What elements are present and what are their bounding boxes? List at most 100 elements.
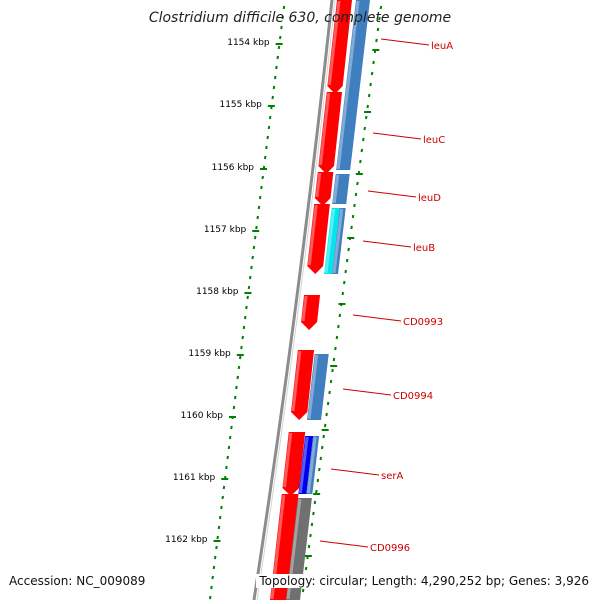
tick-dot-left [258, 195, 262, 200]
tick-dot-right [329, 379, 333, 384]
tick-dot-left [236, 375, 239, 380]
tick-dot-left [248, 275, 252, 280]
gene-leader-line [380, 38, 430, 46]
cds-features-group [270, 0, 370, 600]
tick-dot-left [235, 385, 238, 390]
cyan-cds-highlight [324, 208, 336, 274]
gene-leader-line [372, 132, 422, 140]
tick-dot-left [215, 545, 218, 550]
tick-dot-right [322, 434, 325, 439]
tick-dot-left [253, 235, 257, 240]
tick-dot-right [319, 456, 323, 461]
tick-dot-left [220, 505, 223, 510]
forward-cds-highlight [318, 92, 331, 166]
tick-dot-right [307, 544, 311, 549]
tick-dot-left [280, 25, 283, 30]
tick-dot-left [241, 335, 244, 340]
tick-dot-right [341, 291, 345, 296]
dark-blue-cds-highlight [298, 436, 309, 494]
kbp-tick-label: 1154 kbp [227, 38, 270, 48]
tick-dot-right [320, 445, 324, 450]
tick-dot-right [372, 60, 375, 65]
forward-cds-highlight [291, 350, 302, 412]
forward-cds [307, 204, 330, 274]
tick-dot-left [261, 175, 264, 180]
backbone-group [252, 0, 336, 601]
tick-dot-right [347, 247, 350, 252]
kbp-tick-label: 1155 kbp [219, 100, 262, 110]
reverse-cds-highlight [332, 174, 340, 204]
tick-dot-left [237, 365, 241, 370]
tick-dot-left [275, 65, 278, 70]
reverse-cds-highlight [306, 436, 317, 494]
tick-dot-right [350, 225, 353, 230]
kbp-tick-label: 1160 kbp [181, 411, 224, 421]
reverse-cds [306, 436, 320, 494]
tick-dot-left [273, 75, 277, 80]
tick-dot-right [364, 115, 368, 120]
tick-dot-right [363, 126, 367, 131]
kbp-ticks-group: 1154 kbp 1155 kbp 1156 kbp 1157 kbp 1158 kbp… [165, 38, 283, 545]
tick-dot-right [370, 71, 374, 76]
map-title: Clostridium difficile 630, complete geno… [148, 10, 452, 26]
kbp-tick-label: 1156 kbp [212, 163, 255, 173]
reverse-cds-highlight [307, 354, 319, 420]
genome-backbone [252, 0, 334, 601]
forward-cds [327, 0, 352, 94]
tick-dot-left [281, 15, 284, 20]
tick-dot-left [260, 185, 263, 190]
tick-dot-left [252, 245, 256, 250]
forward-cds [301, 295, 321, 330]
tick-dot-right [378, 16, 381, 21]
tick-dot-left [282, 5, 286, 10]
tick-dot-right [353, 203, 356, 208]
tick-dot-right [366, 104, 369, 109]
tick-dot-left [257, 205, 261, 210]
tick-dot-left [276, 55, 279, 60]
tick-dot-left [278, 35, 282, 40]
tick-dot-right [337, 324, 340, 329]
tick-dot-right [301, 588, 305, 593]
tick-dot-left [271, 95, 274, 100]
tick-dot-right [342, 280, 346, 285]
gene-label-leua: leuA [431, 41, 453, 52]
tick-dot-left [277, 45, 281, 50]
tick-dot-right [375, 38, 378, 43]
reverse-cds-highlight [332, 208, 344, 274]
tick-dot-left [266, 135, 269, 140]
tick-dot-left [243, 315, 247, 320]
forward-cds-highlight [307, 204, 318, 266]
tick-dot-left [225, 465, 228, 470]
tick-dot-left [226, 455, 229, 460]
forward-cds [314, 172, 334, 206]
gene-label-leuc: leuC [423, 135, 445, 146]
tick-dot-right [313, 500, 317, 505]
tick-dots-group [208, 5, 383, 600]
tick-dot-left [268, 115, 272, 120]
tick-dot-left [272, 85, 276, 90]
tick-dot-right [359, 159, 362, 164]
gene-label-cd0996: CD0996 [370, 543, 410, 554]
reverse-cds [307, 354, 329, 420]
gene-label-leub: leuB [413, 243, 435, 254]
gene-leader-line [367, 190, 417, 198]
reverse-cds [336, 0, 370, 170]
tick-dot-left [216, 535, 219, 540]
tick-dot-right [328, 390, 331, 395]
dark-blue-cds [298, 436, 314, 494]
tick-dot-left [246, 295, 249, 300]
tick-dot-left [221, 495, 224, 500]
tick-dot-left [230, 425, 233, 430]
kbp-tick-label: 1157 kbp [204, 225, 247, 235]
tick-dot-right [334, 346, 337, 351]
tick-dot-right [304, 566, 308, 571]
tick-dot-left [238, 355, 242, 360]
tick-dot-right [315, 489, 318, 494]
tick-dot-right [344, 269, 347, 274]
cyan-cds [324, 208, 340, 274]
gene-label-leud: leuD [418, 193, 441, 204]
reverse-cds-highlight [336, 0, 360, 170]
tick-dot-left [263, 155, 267, 160]
tick-dot-left [232, 405, 236, 410]
